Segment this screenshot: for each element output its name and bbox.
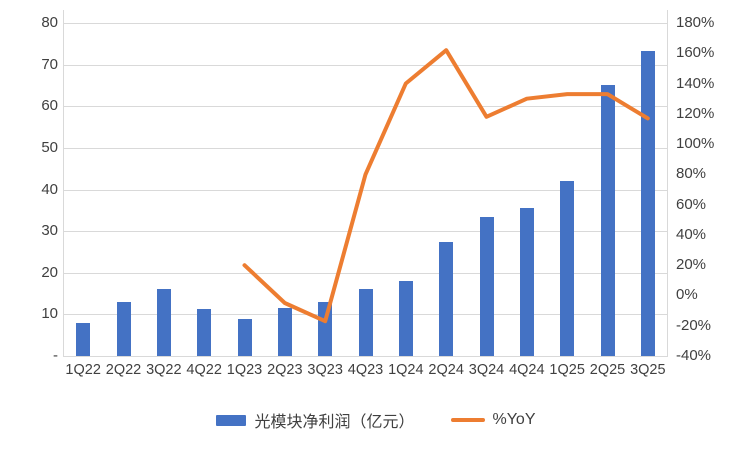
right-axis-tick-label: 40% bbox=[676, 225, 707, 243]
x-axis-tick-label: 2Q22 bbox=[105, 362, 142, 378]
gridline bbox=[63, 23, 668, 24]
left-axis-tick-label: 10 bbox=[41, 305, 58, 323]
legend-item-bar[interactable]: 光模块净利润（亿元） bbox=[216, 408, 415, 432]
bar-series bbox=[63, 23, 668, 356]
legend-label-bar: 光模块净利润（亿元） bbox=[254, 414, 415, 431]
x-axis-tick-label: 4Q22 bbox=[186, 362, 222, 378]
bar bbox=[519, 208, 534, 356]
bar bbox=[237, 318, 252, 356]
x-axis-tick-label: 3Q24 bbox=[468, 362, 505, 378]
right-axis-tick-label: 0% bbox=[676, 286, 698, 304]
x-axis-tick-label: 3Q22 bbox=[146, 362, 182, 378]
right-axis-tick-label: -20% bbox=[676, 316, 712, 334]
right-axis-tick-label: 20% bbox=[676, 256, 707, 274]
gridline bbox=[63, 189, 668, 191]
bar bbox=[156, 289, 171, 356]
chart-legend: 光模块净利润（亿元） %YoY bbox=[0, 408, 752, 432]
gridline bbox=[63, 272, 668, 274]
left-axis-tick-label: 70 bbox=[41, 55, 58, 73]
x-axis-tick-label: 1Q22 bbox=[65, 362, 101, 378]
x-axis-tick-label: 3Q25 bbox=[630, 362, 666, 378]
gridline bbox=[63, 64, 668, 66]
line-swatch-icon bbox=[450, 418, 485, 422]
x-axis-tick-label: 1Q24 bbox=[388, 362, 424, 378]
right-axis-tick-label: 120% bbox=[676, 104, 715, 122]
right-axis-tick-label: 60% bbox=[676, 195, 707, 213]
bar bbox=[640, 51, 655, 356]
legend-label-line: %YoY bbox=[492, 411, 536, 428]
x-axis-tick-label: 4Q24 bbox=[509, 362, 545, 378]
x-axis-tick-label: 1Q23 bbox=[226, 362, 263, 378]
bar bbox=[277, 308, 292, 356]
legend-item-line[interactable]: %YoY bbox=[450, 411, 536, 429]
x-axis-tick-label: 2Q23 bbox=[267, 362, 303, 378]
x-axis-tick-label: 4Q23 bbox=[347, 362, 384, 378]
right-axis-tick-label: 100% bbox=[676, 135, 715, 153]
left-axis-tick-label: - bbox=[53, 347, 58, 364]
bar bbox=[76, 322, 91, 356]
left-axis-tick-label: 40 bbox=[41, 180, 58, 198]
left-axis-tick-label: 60 bbox=[41, 97, 58, 115]
bar-swatch-icon bbox=[216, 414, 247, 426]
x-axis-labels: 1Q22 2Q22 3Q22 4Q22 1Q23 2Q23 3Q23 4Q23 1Q24 2Q24… bbox=[63, 360, 668, 382]
right-axis-tick-label: 180% bbox=[676, 14, 715, 31]
x-axis-tick-label: 2Q25 bbox=[589, 362, 626, 378]
left-axis-tick-label: 50 bbox=[41, 138, 58, 156]
gridline bbox=[63, 106, 668, 108]
left-axis-tick-label: 20 bbox=[41, 263, 58, 281]
gridline bbox=[63, 356, 668, 357]
right-axis-tick-label: -40% bbox=[676, 347, 712, 364]
gridline bbox=[63, 231, 668, 233]
left-axis-tick-label: 80 bbox=[41, 14, 58, 31]
bar bbox=[439, 241, 454, 356]
x-axis-tick-label: 3Q23 bbox=[307, 362, 343, 378]
bar bbox=[116, 301, 131, 356]
right-axis-tick-label: 160% bbox=[676, 44, 715, 62]
bar bbox=[358, 288, 373, 356]
right-axis-tick-label: 80% bbox=[676, 165, 707, 183]
right-axis-tick-label: 140% bbox=[676, 74, 715, 92]
left-axis-tick-label: 30 bbox=[41, 222, 58, 240]
bar bbox=[560, 181, 575, 356]
yoy-line-path bbox=[242, 48, 650, 324]
x-axis-tick-label: 1Q25 bbox=[549, 362, 585, 378]
bar bbox=[398, 281, 413, 356]
bar bbox=[197, 309, 212, 356]
bar bbox=[600, 85, 615, 356]
x-axis-tick-label: 2Q24 bbox=[428, 362, 464, 378]
gridline bbox=[63, 147, 668, 149]
bar bbox=[479, 217, 494, 356]
line-series bbox=[242, 48, 650, 324]
